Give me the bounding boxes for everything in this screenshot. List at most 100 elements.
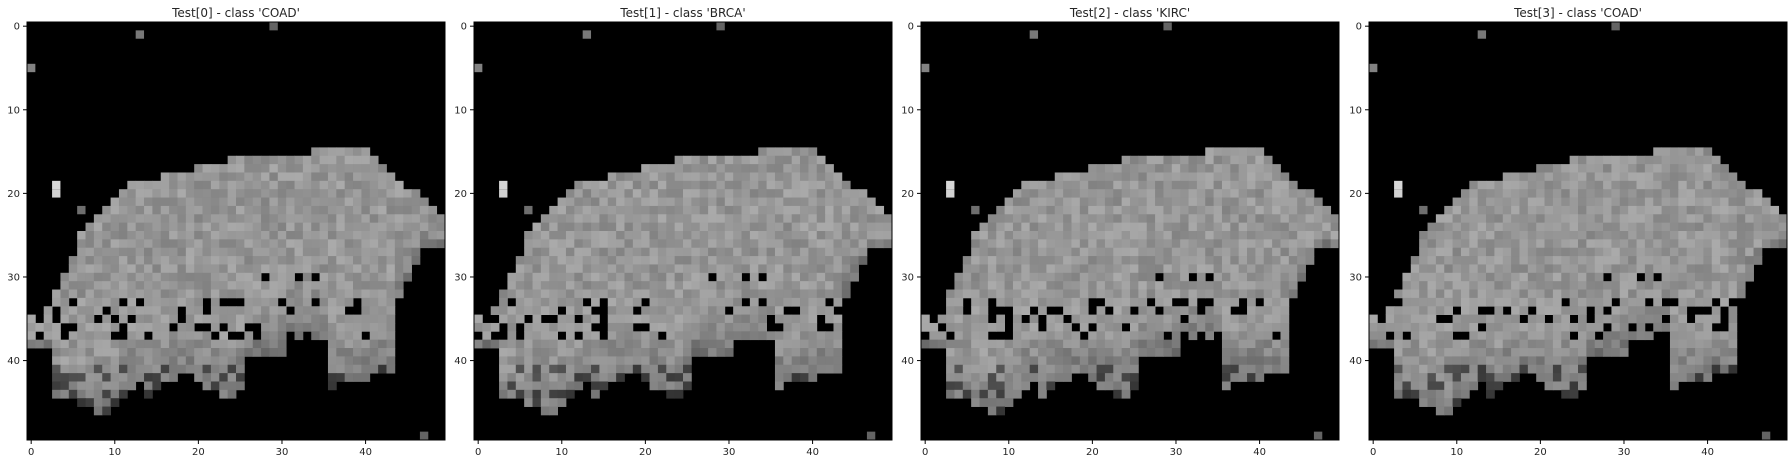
heatmap-cell — [1096, 172, 1106, 182]
heatmap-cell — [77, 289, 86, 299]
heatmap-cell — [666, 272, 676, 282]
heatmap-cell — [1519, 264, 1529, 274]
heatmap-cell — [674, 197, 684, 207]
heatmap-cell — [774, 364, 784, 374]
heatmap-cell — [1569, 264, 1579, 274]
heatmap-cell — [808, 239, 818, 249]
heatmap-cell — [774, 222, 784, 232]
heatmap-cell — [1029, 348, 1039, 357]
heatmap-cell — [1561, 197, 1571, 207]
heatmap-cell — [1029, 314, 1039, 324]
heatmap-cell — [169, 172, 178, 182]
heatmap-cell — [369, 189, 379, 198]
heatmap-cell — [336, 197, 346, 207]
heatmap-cell — [1603, 339, 1612, 349]
heatmap-cell — [1502, 214, 1512, 224]
heatmap-cell — [1130, 155, 1139, 165]
heatmap-cell — [1669, 339, 1679, 349]
heatmap-cell — [733, 297, 742, 307]
heatmap-cell — [1113, 389, 1123, 399]
heatmap-cell — [1305, 247, 1315, 257]
heatmap-cell — [1619, 247, 1629, 257]
heatmap-cell — [244, 306, 254, 315]
heatmap-cell — [549, 239, 558, 249]
heatmap-cell — [724, 247, 734, 257]
heatmap-cell — [599, 373, 609, 382]
heatmap-cell — [699, 289, 709, 299]
heatmap-cell — [699, 314, 709, 324]
heatmap-cell — [749, 272, 759, 282]
heatmap-cell — [971, 247, 980, 257]
heatmap-cell — [185, 272, 195, 282]
heatmap-cell — [1686, 205, 1696, 215]
heatmap-cell — [866, 222, 876, 232]
heatmap-cell — [1477, 189, 1487, 198]
heatmap-cell — [286, 155, 295, 165]
heatmap-cell — [800, 247, 809, 257]
heatmap-cell — [1138, 222, 1148, 232]
heatmap-cell — [1578, 222, 1587, 232]
heatmap-cell — [302, 239, 312, 249]
heatmap-cell — [1536, 364, 1545, 374]
heatmap-cell — [1247, 231, 1256, 240]
heatmap-cell — [749, 222, 759, 232]
heatmap-cell — [582, 205, 592, 215]
heatmap-cell — [666, 364, 676, 374]
heatmap-cell — [708, 297, 717, 307]
heatmap-cell — [1330, 239, 1340, 249]
heatmap-cell — [160, 239, 170, 249]
heatmap-cell — [1038, 272, 1047, 282]
heatmap-cell — [386, 180, 396, 190]
heatmap-cell — [169, 205, 178, 215]
heatmap-cell — [177, 205, 187, 215]
heatmap-cell — [1130, 180, 1139, 190]
heatmap-cell — [632, 364, 642, 374]
heatmap-cell — [1544, 331, 1554, 341]
heatmap-cell — [1410, 356, 1420, 366]
heatmap-cell — [1054, 197, 1064, 207]
heatmap-cell — [1021, 189, 1031, 198]
heatmap-cell — [1063, 373, 1072, 382]
heatmap-cell — [1669, 222, 1679, 232]
heatmap-cell — [194, 189, 203, 198]
heatmap-cell — [185, 172, 195, 182]
heatmap-cell — [52, 180, 61, 190]
heatmap-cell — [791, 164, 801, 173]
heatmap-cell — [946, 348, 955, 357]
heatmap-cell — [791, 322, 801, 332]
heatmap-cell — [1071, 272, 1081, 282]
heatmap-cell — [1494, 356, 1504, 366]
heatmap-cell — [1494, 197, 1504, 207]
heatmap-cell — [152, 339, 162, 349]
heatmap-cell — [616, 205, 625, 215]
heatmap-cell — [1196, 180, 1206, 190]
heatmap-cell — [144, 289, 153, 299]
heatmap-cell — [1452, 272, 1462, 282]
heatmap-cell — [1297, 205, 1306, 215]
heatmap-cell — [1079, 205, 1089, 215]
heatmap-cell — [524, 322, 533, 332]
heatmap-cell — [683, 381, 692, 391]
heatmap-cell — [791, 189, 801, 198]
heatmap-cell — [361, 155, 371, 165]
heatmap-cell — [607, 256, 617, 265]
heatmap-cell — [1121, 339, 1131, 349]
heatmap-cell — [1079, 197, 1089, 207]
heatmap-cell — [327, 264, 337, 274]
heatmap-cell — [841, 205, 851, 215]
heatmap-cell — [624, 364, 634, 374]
heatmap-cell — [1046, 264, 1056, 274]
heatmap-cell — [1536, 314, 1545, 324]
heatmap-cell — [1004, 231, 1014, 240]
heatmap-cell — [816, 189, 826, 198]
heatmap-cell — [1247, 314, 1256, 324]
heatmap-cell — [1012, 331, 1022, 341]
heatmap-cell — [1586, 339, 1596, 349]
heatmap-cell — [261, 189, 270, 198]
heatmap-cell — [1394, 189, 1403, 198]
heatmap-cell — [1494, 314, 1504, 324]
heatmap-cell — [386, 306, 396, 315]
heatmap-cell — [1171, 289, 1181, 299]
heatmap-cell — [1728, 256, 1738, 265]
heatmap-cell — [436, 239, 446, 249]
